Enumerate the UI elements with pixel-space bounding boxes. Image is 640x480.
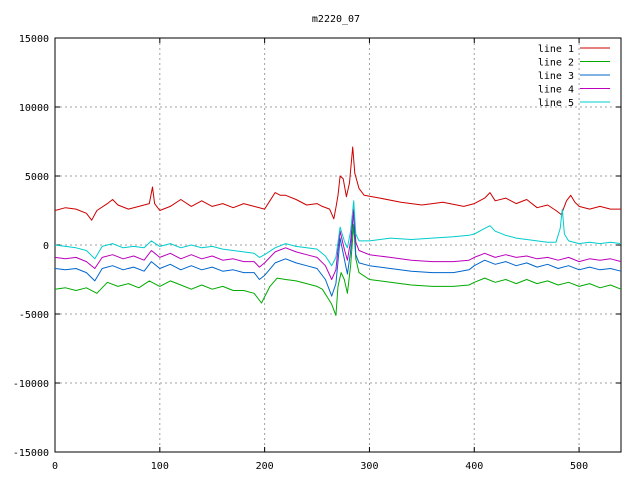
legend-label-5: line 5 xyxy=(538,98,574,109)
y-tick-label: 10000 xyxy=(19,103,49,114)
x-tick-label: 200 xyxy=(256,461,274,472)
x-tick-label: 300 xyxy=(360,461,378,472)
legend-label-1: line 1 xyxy=(538,44,574,55)
chart-title: m2220_07 xyxy=(312,14,360,25)
series-line-5 xyxy=(54,200,622,267)
legend-label-2: line 2 xyxy=(538,58,574,69)
y-tick-label: 5000 xyxy=(25,172,49,183)
x-tick-label: 400 xyxy=(465,461,483,472)
y-tick-label: 15000 xyxy=(19,34,49,45)
x-tick-label: 0 xyxy=(52,461,58,472)
x-tick-label: 100 xyxy=(151,461,169,472)
legend: line 1 line 2 line 3 line 4 line 5 xyxy=(538,44,610,109)
x-tick-label: 500 xyxy=(570,461,588,472)
y-tick-label: -15000 xyxy=(13,448,49,459)
y-tick-label: 0 xyxy=(43,241,49,252)
series-lines xyxy=(54,146,622,316)
y-tick-label: -5000 xyxy=(19,310,49,321)
legend-label-3: line 3 xyxy=(538,71,574,82)
axis-ticks: 0 100 200 300 400 500 -15000 -10000 -5000 0 5000 10… xyxy=(13,34,621,472)
y-tick-label: -10000 xyxy=(13,379,49,390)
series-line-4 xyxy=(54,208,622,280)
series-line-3 xyxy=(54,210,622,297)
legend-label-4: line 4 xyxy=(538,85,574,96)
series-line-2 xyxy=(54,223,622,316)
series-line-1 xyxy=(54,146,621,221)
grid xyxy=(55,38,621,452)
